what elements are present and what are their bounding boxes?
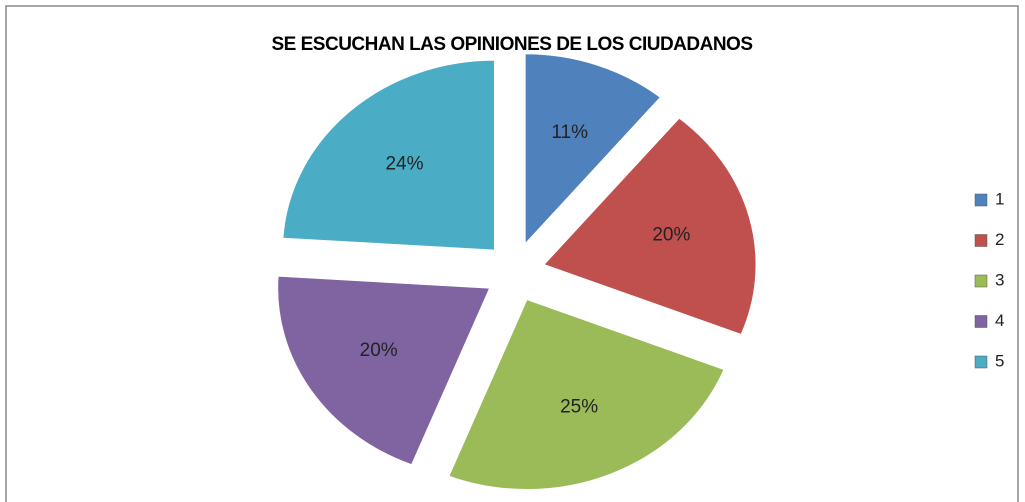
legend-swatch (974, 315, 988, 328)
legend-swatch (974, 274, 988, 288)
legend-label: 3 (995, 270, 1004, 289)
data-label: 20% (652, 224, 690, 245)
pie-slice (543, 117, 757, 336)
legend-swatch (974, 355, 988, 369)
pie-slice (282, 59, 495, 251)
data-label: 24% (385, 153, 423, 174)
legend-swatch (974, 193, 988, 207)
pie-slice (448, 298, 725, 491)
legend-label: 2 (995, 230, 1004, 249)
data-label: 11% (551, 122, 588, 143)
chart-title: SE ESCUCHAN LAS OPINIONES DE LOS CIUDADA… (272, 34, 753, 55)
data-label: 25% (560, 397, 598, 418)
legend-label: 4 (995, 311, 1004, 330)
data-label: 20% (360, 340, 398, 361)
legend-label: 5 (995, 351, 1004, 370)
pie-slice (277, 275, 491, 466)
legend-label: 1 (995, 189, 1004, 208)
pie-slice (524, 53, 662, 246)
pie: 11% 20% 25% 20% 24% (277, 53, 757, 491)
legend-swatch (974, 234, 988, 247)
